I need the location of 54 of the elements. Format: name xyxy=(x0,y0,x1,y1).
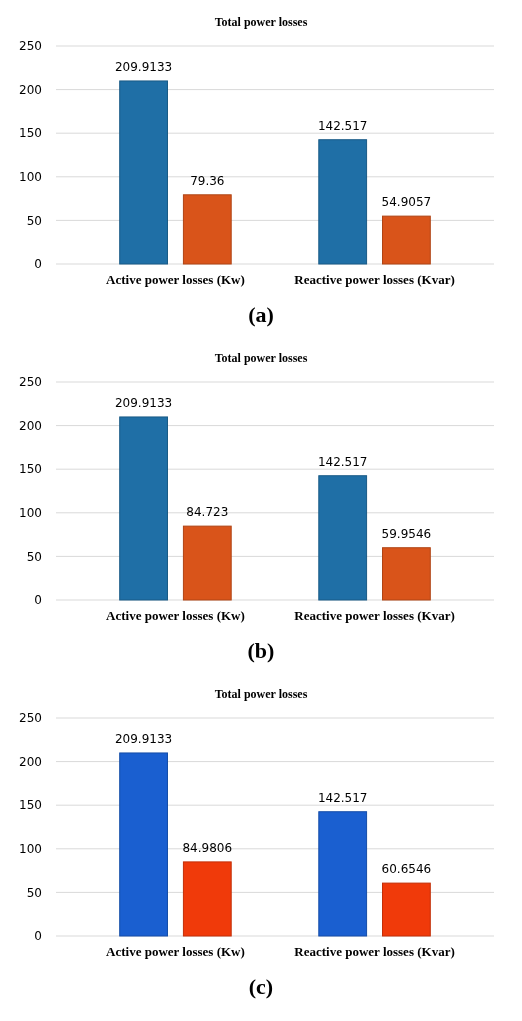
data-label: 209.9133 xyxy=(114,731,173,746)
bar xyxy=(318,811,368,937)
y-tick-label: 0 xyxy=(34,257,42,272)
bar xyxy=(318,475,368,601)
y-tick-label: 200 xyxy=(19,82,42,97)
chart-title: Total power losses xyxy=(214,351,308,365)
bar xyxy=(119,416,168,601)
y-tick-label: 250 xyxy=(19,375,42,390)
y-tick-label: 100 xyxy=(19,506,42,520)
data-label: 142.517 xyxy=(317,454,368,469)
x-tick-label: Reactive power losses (Kvar) xyxy=(294,272,455,287)
bar xyxy=(182,194,232,265)
bar xyxy=(382,215,431,265)
data-label: 209.9133 xyxy=(114,395,173,410)
y-tick-label: 50 xyxy=(26,549,42,564)
x-tick-label: Reactive power losses (Kvar) xyxy=(294,608,455,623)
y-tick-label: 50 xyxy=(26,213,42,228)
y-tick-label: 0 xyxy=(34,593,42,608)
bar xyxy=(119,80,168,265)
chart-title: Total power losses xyxy=(214,15,308,29)
bar xyxy=(382,882,431,937)
data-label: 84.723 xyxy=(186,505,229,520)
data-label: 209.9133 xyxy=(114,59,173,74)
text: (a) xyxy=(248,302,274,327)
y-tick-label: 150 xyxy=(19,126,42,141)
y-tick-label: 200 xyxy=(19,754,42,769)
y-tick-label: 50 xyxy=(26,885,42,900)
data-label: 142.517 xyxy=(317,118,368,133)
y-tick-label: 0 xyxy=(34,929,42,944)
x-tick-label: Active power losses (Kw) xyxy=(106,944,245,959)
y-tick-label: 100 xyxy=(19,170,42,184)
x-tick-label: Active power losses (Kw) xyxy=(106,608,245,623)
bar xyxy=(182,525,232,601)
x-tick-label: Active power losses (Kw) xyxy=(106,272,245,287)
y-tick-label: 150 xyxy=(19,798,42,813)
data-label: 84.9806 xyxy=(182,840,233,855)
data-label: 79.36 xyxy=(190,173,225,188)
chart-title: Total power losses xyxy=(214,687,308,701)
text: (b) xyxy=(247,638,275,663)
bar xyxy=(182,861,232,937)
text: (c) xyxy=(248,974,274,999)
data-label: 60.6546 xyxy=(381,862,432,877)
y-tick-label: 250 xyxy=(19,39,42,54)
bar xyxy=(382,547,431,601)
y-tick-label: 100 xyxy=(19,842,42,856)
y-tick-label: 200 xyxy=(19,418,42,433)
data-label: 54.9057 xyxy=(381,195,432,210)
y-tick-label: 250 xyxy=(19,711,42,726)
x-tick-label: Reactive power losses (Kvar) xyxy=(294,944,455,959)
y-tick-label: 150 xyxy=(19,462,42,477)
bar xyxy=(119,752,168,937)
bar xyxy=(318,139,368,265)
data-label: 59.9546 xyxy=(381,526,432,541)
data-label: 142.517 xyxy=(317,790,368,805)
